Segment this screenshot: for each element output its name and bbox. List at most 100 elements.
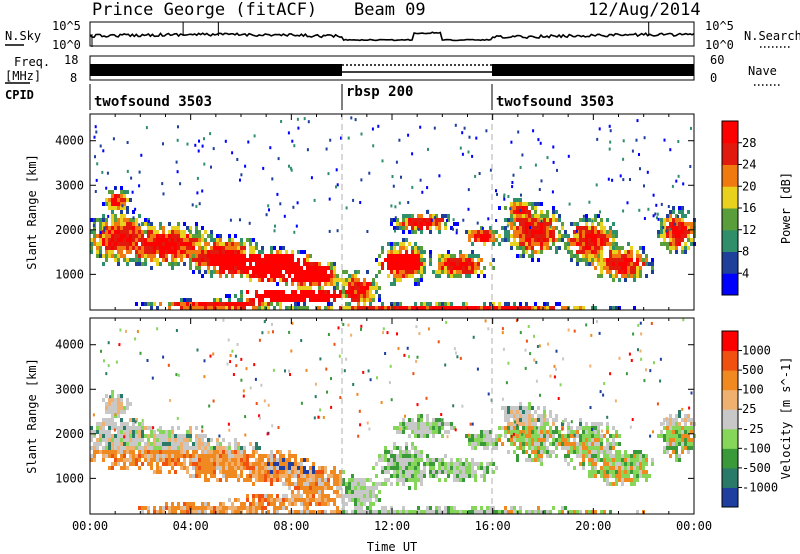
heatmap-cell <box>535 379 538 383</box>
heatmap-cell <box>450 262 453 266</box>
heatmap-cell <box>90 438 93 442</box>
heatmap-cell <box>396 478 399 482</box>
heatmap-cell <box>276 510 279 514</box>
heatmap-cell <box>471 434 474 438</box>
heatmap-cell <box>435 430 438 434</box>
heatmap-cell <box>99 450 102 454</box>
heatmap-cell <box>669 418 672 422</box>
heatmap-cell <box>270 246 273 250</box>
heatmap-cell <box>414 230 417 234</box>
heatmap-cell <box>522 218 525 222</box>
heatmap-cell <box>642 246 645 250</box>
heatmap-cell <box>474 262 477 266</box>
heatmap-cell <box>639 167 641 171</box>
heatmap-cell <box>438 258 441 262</box>
heatmap-cell <box>327 333 330 336</box>
heatmap-cell <box>597 238 600 242</box>
heatmap-cell <box>564 506 567 510</box>
heatmap-cell <box>531 418 534 422</box>
heatmap-cell <box>273 458 276 462</box>
heatmap-cell <box>498 510 501 514</box>
heatmap-cell <box>138 223 141 227</box>
heatmap-cell <box>366 486 369 490</box>
heatmap-cell <box>414 486 417 490</box>
heatmap-cell <box>402 242 405 246</box>
heatmap-cell <box>483 274 486 278</box>
heatmap-cell <box>156 234 159 238</box>
heatmap-cell <box>101 170 104 174</box>
heatmap-cell <box>126 222 129 226</box>
heatmap-cell <box>612 470 615 474</box>
heatmap-cell <box>624 270 627 274</box>
heatmap-cell <box>576 242 579 246</box>
heatmap-cell <box>396 242 399 246</box>
heatmap-cell <box>126 466 129 470</box>
heatmap-cell <box>141 450 144 454</box>
heatmap-cell <box>567 426 570 430</box>
heatmap-cell <box>447 302 450 306</box>
heatmap-cell <box>396 474 399 478</box>
heatmap-cell <box>180 234 183 238</box>
heatmap-cell <box>318 278 321 282</box>
heatmap-cell <box>492 258 495 262</box>
heatmap-cell <box>94 155 96 159</box>
heatmap-cell <box>393 306 396 310</box>
heatmap-cell <box>540 234 543 238</box>
heatmap-cell <box>447 466 450 470</box>
heatmap-cell <box>433 216 436 220</box>
heatmap-cell <box>477 438 480 442</box>
heatmap-cell <box>271 424 274 428</box>
heatmap-cell <box>669 242 672 246</box>
heatmap-cell <box>395 160 398 164</box>
heatmap-cell <box>103 229 106 233</box>
heatmap-cell <box>312 266 315 270</box>
heatmap-cell <box>462 266 465 270</box>
heatmap-cell <box>600 434 603 438</box>
heatmap-cell <box>474 470 477 474</box>
heatmap-cell <box>357 302 360 306</box>
heatmap-cell <box>114 186 117 190</box>
heatmap-cell <box>219 302 222 306</box>
heatmap-cell <box>378 286 381 290</box>
heatmap-cell <box>445 320 448 324</box>
heatmap-cell <box>525 458 528 462</box>
heatmap-cell <box>168 454 171 458</box>
heatmap-cell <box>414 446 417 450</box>
heatmap-cell <box>141 242 144 246</box>
heatmap-cell <box>450 422 453 426</box>
heatmap-cell <box>207 242 210 246</box>
heatmap-cell <box>224 139 227 143</box>
heatmap-cell <box>480 506 483 510</box>
heatmap-cell <box>567 442 570 446</box>
heatmap-cell <box>237 302 240 306</box>
heatmap-cell <box>531 242 534 246</box>
heatmap-cell <box>375 486 378 490</box>
heatmap-cell <box>291 262 294 266</box>
heatmap-cell <box>555 426 558 430</box>
heatmap-cell <box>477 230 480 234</box>
heatmap-cell <box>411 274 414 278</box>
heatmap-cell <box>117 442 120 446</box>
heatmap-cell <box>516 202 519 206</box>
heatmap-cell <box>279 266 282 270</box>
colorbar-tick-label: 16 <box>742 201 756 215</box>
heatmap-cell <box>639 274 642 278</box>
heatmap-cell <box>114 230 117 234</box>
heatmap-cell <box>111 410 114 414</box>
heatmap-cell <box>603 242 606 246</box>
heatmap-cell <box>111 426 114 430</box>
heatmap-cell <box>624 266 627 270</box>
heatmap-cell <box>631 418 634 421</box>
heatmap-cell <box>270 258 273 262</box>
heatmap-cell <box>294 462 297 466</box>
heatmap-cell <box>405 446 408 450</box>
colorbar-tick-label: 12 <box>742 223 756 237</box>
heatmap-cell <box>531 258 534 262</box>
heatmap-cell <box>500 434 503 438</box>
heatmap-cell <box>201 446 204 450</box>
heatmap-cell <box>180 506 183 510</box>
heatmap-cell <box>249 462 252 466</box>
heatmap-cell <box>141 250 144 254</box>
heatmap-cell <box>369 502 372 506</box>
heatmap-cell <box>253 363 256 367</box>
